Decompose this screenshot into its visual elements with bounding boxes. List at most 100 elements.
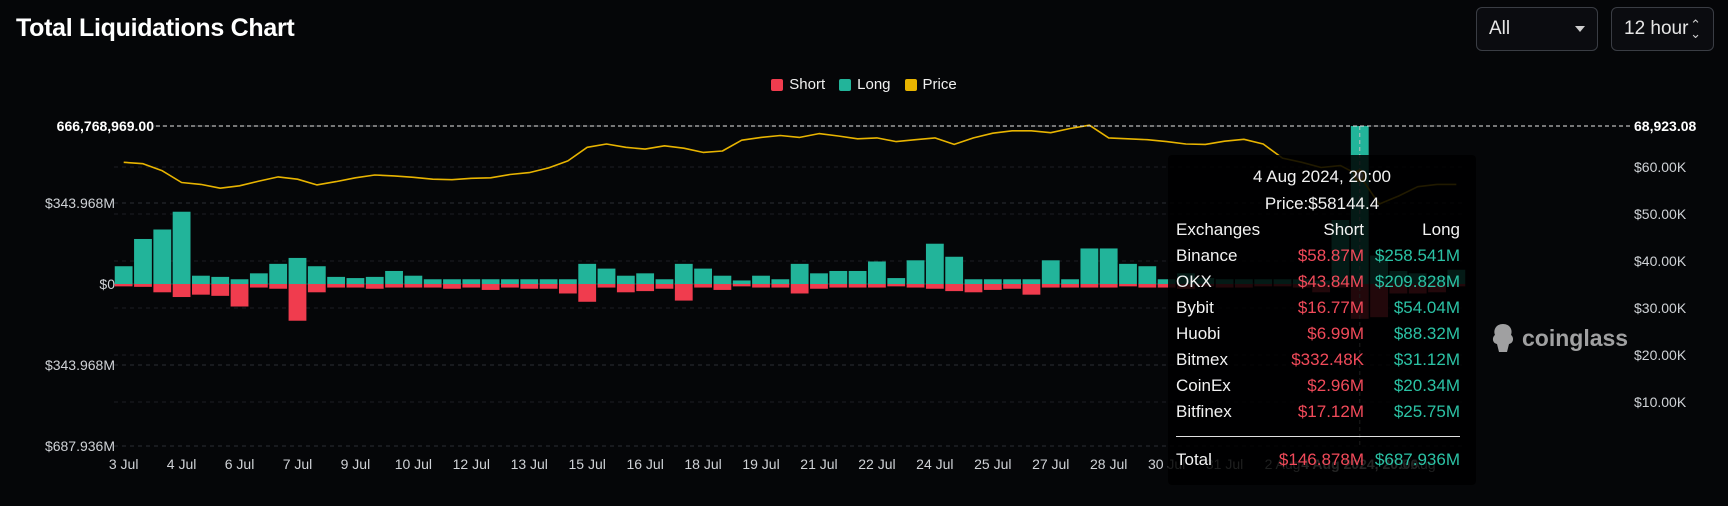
right-axis-label: $30.00K — [1634, 300, 1687, 316]
x-axis-label: 19 Jul — [742, 456, 779, 472]
tooltip-row: Huobi $6.99M $88.32M — [1176, 324, 1460, 350]
long-bar — [578, 263, 597, 284]
right-axis-label: $50.00K — [1634, 206, 1687, 222]
interval-select-value: 12 hour — [1624, 18, 1689, 39]
long-bar — [211, 276, 230, 284]
short-bar — [192, 284, 210, 295]
legend-label-long: Long — [857, 76, 891, 93]
tooltip-header-short: Short — [1323, 220, 1364, 239]
short-bar — [578, 284, 597, 302]
short-bar — [134, 284, 152, 287]
short-bar — [1080, 284, 1099, 288]
long-bar — [713, 275, 732, 284]
tooltip-long-value: $258.541M — [1374, 246, 1460, 265]
x-axis-label: 24 Jul — [916, 456, 953, 472]
short-bar — [868, 284, 886, 288]
tooltip-row: Bybit $16.77M $54.04M — [1176, 298, 1460, 324]
tooltip-short-value: $17.12M — [1297, 402, 1364, 421]
long-bar — [153, 229, 172, 284]
long-bar — [520, 279, 539, 284]
long-bar — [1003, 279, 1022, 284]
short-bar — [1099, 284, 1118, 288]
legend-item-short[interactable]: Short — [771, 76, 825, 93]
legend-item-price[interactable]: Price — [904, 76, 957, 93]
tooltip-row: Bitfinex $17.12M $25.75M — [1176, 402, 1460, 428]
long-bar — [288, 257, 307, 284]
long-bar — [597, 268, 616, 284]
long-bar — [539, 279, 558, 284]
exchange-select-value: All — [1489, 18, 1511, 39]
short-bar — [945, 284, 964, 292]
legend-swatch-long — [839, 78, 852, 91]
short-bar — [906, 284, 925, 288]
right-axis-label: $20.00K — [1634, 347, 1687, 363]
short-bar — [288, 284, 307, 321]
long-bar — [481, 279, 500, 284]
long-bar — [249, 273, 268, 284]
tooltip-short-value: $58.87M — [1297, 246, 1364, 265]
long-bar — [1061, 279, 1079, 284]
short-bar — [249, 284, 268, 288]
x-axis-label: 4 Jul — [167, 456, 197, 472]
short-bar — [307, 284, 326, 293]
tooltip-total-label: Total — [1176, 450, 1212, 469]
long-bar — [694, 268, 712, 284]
long-bar — [810, 273, 828, 284]
long-bar — [616, 275, 635, 284]
short-bar — [230, 284, 249, 307]
short-bar — [153, 284, 172, 293]
tooltip-header: Exchanges Short Long — [1176, 220, 1460, 246]
tooltip-divider — [1176, 436, 1460, 437]
tooltip-header-long: Long — [1422, 220, 1460, 239]
right-axis-label: $60.00K — [1634, 159, 1687, 175]
long-bar — [269, 263, 288, 284]
long-bar — [443, 279, 461, 284]
coinglass-logo-icon — [1492, 324, 1514, 352]
chevron-updown-icon: ⌃ ⌄ — [1690, 17, 1701, 41]
tooltip-exchange-name: Bybit — [1176, 298, 1214, 317]
long-bar — [887, 278, 906, 284]
long-bar — [462, 279, 481, 284]
left-axis-label: $343.968M — [45, 357, 115, 373]
x-axis-label: 21 Jul — [800, 456, 837, 472]
short-bar — [771, 284, 790, 288]
short-bar — [829, 284, 848, 288]
x-axis-label: 25 Jul — [974, 456, 1011, 472]
tooltip-long-value: $54.04M — [1393, 298, 1460, 317]
exchange-select[interactable]: All — [1476, 7, 1598, 51]
tooltip-exchange-name: Binance — [1176, 246, 1238, 265]
left-axis-label: $687.936M — [45, 438, 115, 454]
long-bar — [771, 279, 790, 284]
watermark-text: coinglass — [1522, 324, 1629, 351]
right-axis-label: $40.00K — [1634, 253, 1687, 269]
short-bar — [1157, 284, 1176, 288]
long-bar — [848, 270, 867, 284]
short-bar — [752, 284, 770, 288]
long-bar — [307, 266, 326, 284]
legend-item-long[interactable]: Long — [839, 76, 891, 93]
short-bar — [346, 284, 365, 288]
tooltip-exchange-name: Bitmex — [1176, 350, 1228, 369]
short-bar — [501, 284, 519, 288]
short-bar — [964, 284, 983, 293]
tooltip-total-long: $687.936M — [1374, 450, 1460, 469]
short-bar — [790, 284, 809, 294]
tooltip-exchange-name: Bitfinex — [1176, 402, 1232, 421]
tooltip-long-value: $209.828M — [1374, 272, 1460, 291]
short-bar — [713, 284, 732, 290]
x-axis-label: 22 Jul — [858, 456, 895, 472]
short-bar — [269, 284, 288, 289]
tooltip-short-value: $43.84M — [1297, 272, 1364, 291]
legend-label-price: Price — [922, 76, 957, 93]
x-axis-label: 9 Jul — [341, 456, 371, 472]
price-line — [123, 124, 1457, 205]
tooltip-exchange-name: CoinEx — [1176, 376, 1231, 395]
short-bar — [810, 284, 828, 289]
tooltip-row: OKX $43.84M $209.828M — [1176, 272, 1460, 298]
interval-select[interactable]: 12 hour ⌃ ⌄ — [1611, 7, 1714, 51]
long-bar — [964, 279, 983, 284]
long-bar — [365, 276, 384, 284]
long-bar — [925, 243, 944, 284]
short-bar — [848, 284, 867, 288]
short-bar — [1061, 284, 1079, 288]
